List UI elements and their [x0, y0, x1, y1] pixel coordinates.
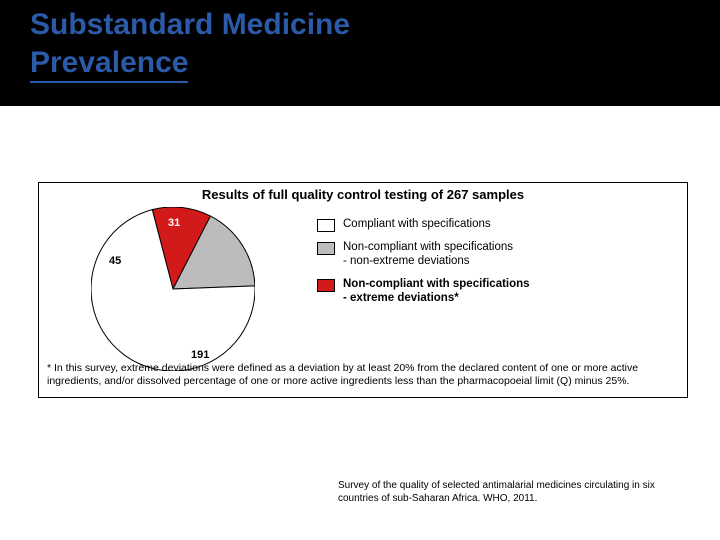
- page-title: Substandard Medicine Prevalence: [30, 6, 350, 83]
- title-line-1: Substandard Medicine: [30, 8, 350, 41]
- legend-swatch: [317, 242, 335, 255]
- chart-footnote: * In this survey, extreme deviations wer…: [47, 362, 679, 389]
- pie-chart: 191 45 31: [91, 207, 255, 371]
- pie-value-compliant: 191: [191, 349, 209, 361]
- citation: Survey of the quality of selected antima…: [338, 480, 688, 505]
- chart-frame: Results of full quality control testing …: [38, 182, 688, 398]
- pie-svg: [91, 207, 255, 371]
- legend-label: Compliant with specifications: [343, 217, 491, 231]
- legend-item: Compliant with specifications: [317, 217, 667, 232]
- legend-label: Non-compliant with specifications- extre…: [343, 277, 530, 306]
- slide: Substandard Medicine Prevalence Results …: [0, 0, 720, 540]
- legend-item: Non-compliant with specifications- non-e…: [317, 240, 667, 269]
- title-line-2: Prevalence: [30, 44, 188, 84]
- legend-item: Non-compliant with specifications- extre…: [317, 277, 667, 306]
- pie-value-extreme: 31: [168, 217, 180, 229]
- pie-value-nonextreme: 45: [109, 255, 121, 267]
- legend-swatch: [317, 279, 335, 292]
- chart-title: Results of full quality control testing …: [39, 187, 687, 202]
- legend-swatch: [317, 219, 335, 232]
- legend-label: Non-compliant with specifications- non-e…: [343, 240, 513, 269]
- legend: Compliant with specifications Non-compli…: [317, 217, 667, 314]
